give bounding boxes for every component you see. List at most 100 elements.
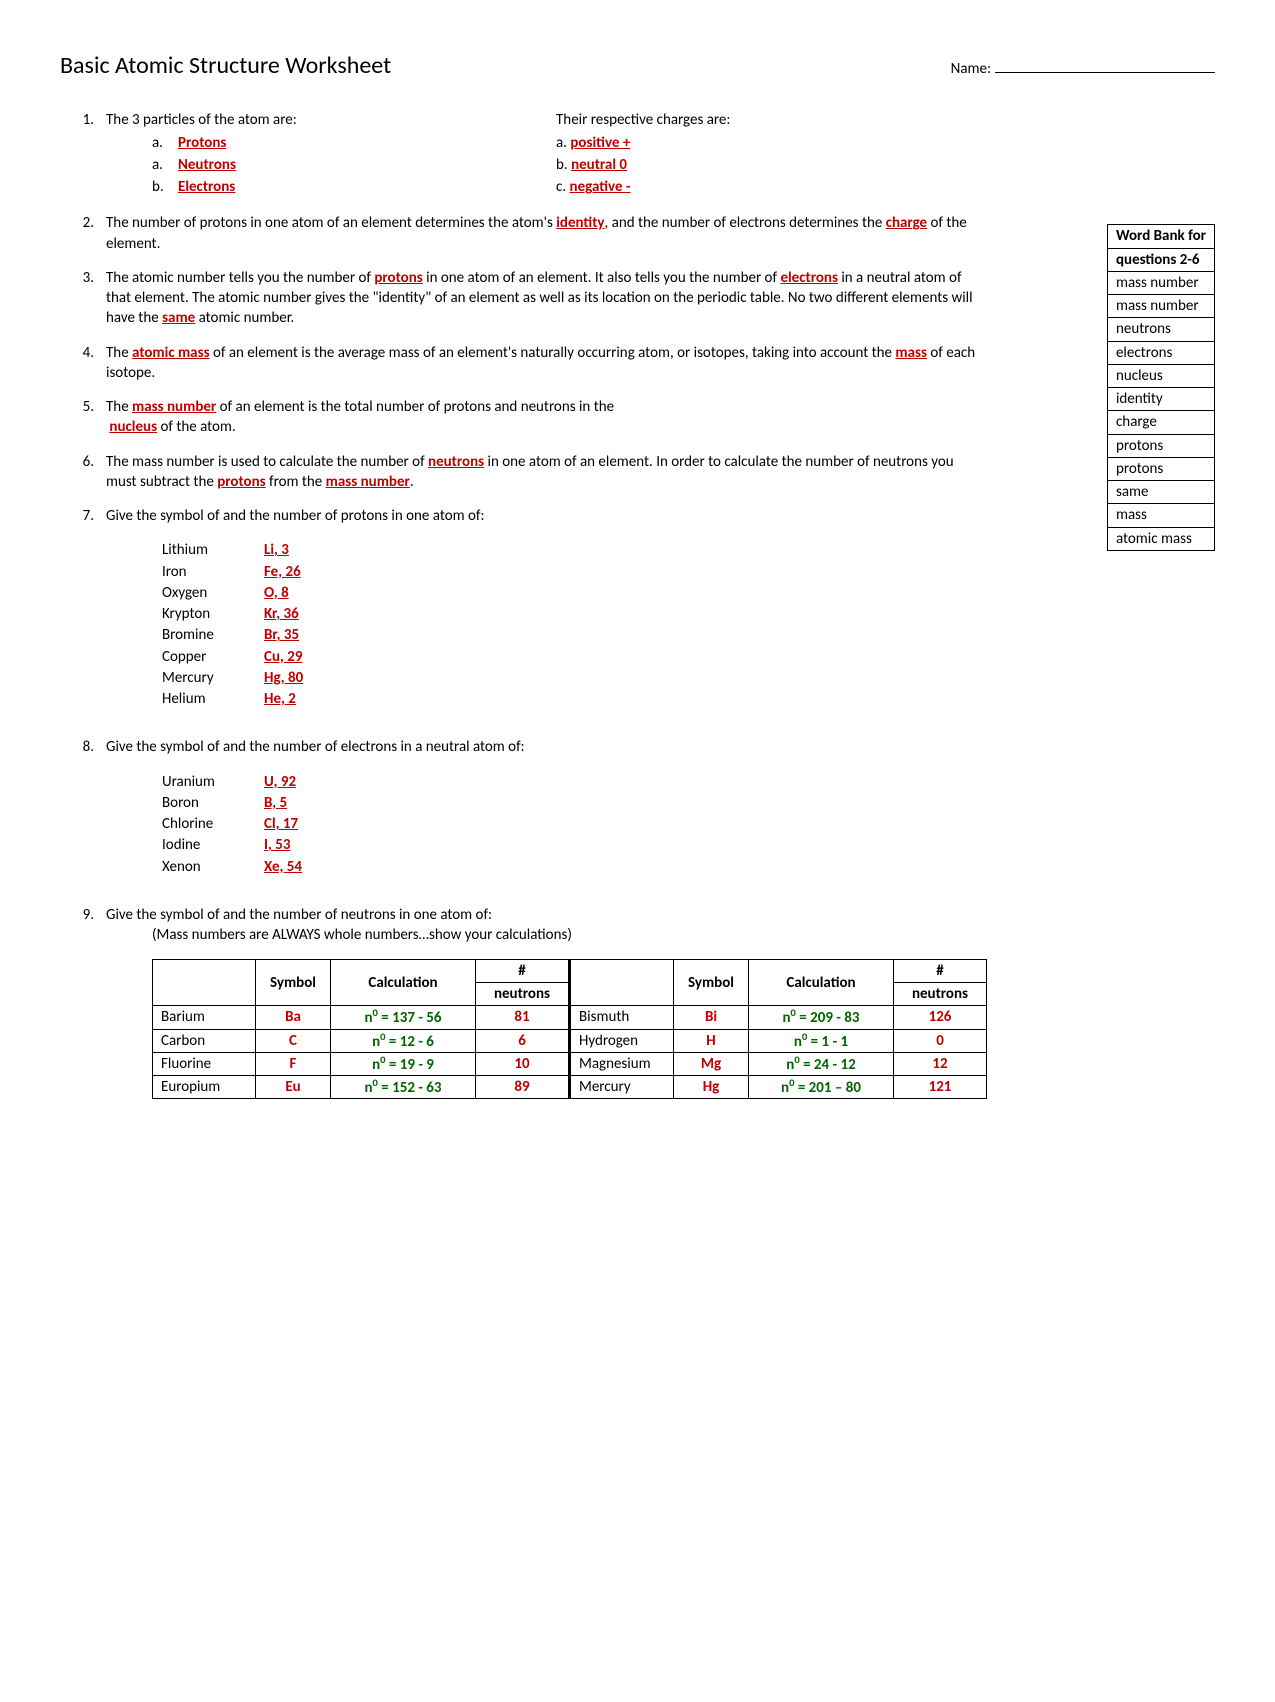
symbol-val: Hg: [703, 1078, 720, 1096]
word-bank-item: atomic mass: [1107, 527, 1214, 550]
calc-val: n0 = 12 - 6: [372, 1033, 434, 1051]
neutron-val: 10: [514, 1055, 529, 1073]
word-bank-header-1: Word Bank for: [1107, 225, 1214, 248]
name-field: Name:: [951, 59, 1215, 79]
calc-val: n0 = 24 - 12: [786, 1056, 855, 1074]
question-4: 4. The atomic mass of an element is the …: [60, 343, 1215, 384]
answer-blank: Li, 3: [264, 541, 289, 559]
answer-blank: nucleus: [109, 418, 157, 436]
answer-blank: mass number: [132, 398, 216, 416]
element-row: UraniumU, 92: [162, 772, 1215, 792]
answer-blank: He, 2: [264, 690, 296, 708]
table-row: FluorineFn0 = 19 - 910MagnesiumMgn0 = 24…: [153, 1052, 987, 1075]
table-row: BariumBan0 = 137 - 5681BismuthBin0 = 209…: [153, 1006, 987, 1029]
element-row: KryptonKr, 36: [162, 604, 1215, 624]
element-name: Uranium: [162, 772, 264, 792]
worksheet-title: Basic Atomic Structure Worksheet: [60, 50, 391, 82]
element-row: ChlorineCl, 17: [162, 814, 1215, 834]
neutron-val: 81: [514, 1008, 529, 1026]
element-row: BromineBr, 35: [162, 625, 1215, 645]
answer-blank: charge: [886, 214, 927, 232]
word-bank-item: mass number: [1107, 295, 1214, 318]
answer-blank: protons: [217, 473, 265, 491]
symbol-val: F: [290, 1055, 297, 1073]
element-name: Iodine: [162, 835, 264, 855]
element-row: LithiumLi, 3: [162, 540, 1215, 560]
neutron-val: 6: [518, 1032, 526, 1050]
question-8: 8. Give the symbol of and the number of …: [60, 737, 1215, 891]
question-6: 6. The mass number is used to calculate …: [60, 452, 1215, 493]
symbol-val: Bi: [705, 1008, 717, 1026]
answer-blank: Electrons: [178, 178, 235, 196]
calc-val: n0 = 201 – 80: [781, 1079, 861, 1097]
question-3: 3. The atomic number tells you the numbe…: [60, 268, 1215, 329]
element-name: Iron: [162, 562, 264, 582]
calc-val: n0 = 1 - 1: [794, 1033, 848, 1051]
element-name: Copper: [162, 647, 264, 667]
element-row: IronFe, 26: [162, 562, 1215, 582]
answer-blank: mass: [895, 344, 927, 362]
answer-blank: electrons: [780, 269, 838, 287]
neutron-val: 126: [929, 1008, 952, 1026]
word-bank-item: protons: [1107, 434, 1214, 457]
word-bank-item: electrons: [1107, 341, 1214, 364]
sub-item: c. negative -: [556, 177, 1006, 197]
element-name: Lithium: [162, 540, 264, 560]
answer-blank: Br, 35: [264, 626, 299, 644]
q9-note: (Mass numbers are ALWAYS whole numbers…s…: [106, 925, 1215, 945]
name-blank-line[interactable]: [995, 72, 1215, 73]
symbol-val: C: [289, 1032, 297, 1050]
calc-val: n0 = 19 - 9: [372, 1056, 434, 1074]
sub-item: a.Protons: [152, 133, 556, 153]
element-row: CopperCu, 29: [162, 647, 1215, 667]
sub-item: b.Electrons: [152, 177, 556, 197]
answer-blank: B, 5: [264, 794, 287, 812]
word-bank-item: mass number: [1107, 271, 1214, 294]
neutron-val: 12: [932, 1055, 947, 1073]
element-name: Oxygen: [162, 583, 264, 603]
answer-blank: Fe, 26: [264, 563, 301, 581]
q9-prompt: Give the symbol of and the number of neu…: [106, 906, 492, 924]
neutron-val: 0: [936, 1032, 944, 1050]
element-name: Bromine: [162, 625, 264, 645]
element-row: OxygenO, 8: [162, 583, 1215, 603]
question-7: 7. Give the symbol of and the number of …: [60, 506, 1215, 723]
element-name: Xenon: [162, 857, 264, 877]
answer-blank: Neutrons: [178, 156, 236, 174]
element-row: BoronB, 5: [162, 793, 1215, 813]
neutrons-table: Symbol Calculation # Symbol Calculation …: [152, 959, 987, 1099]
word-bank-item: mass: [1107, 504, 1214, 527]
element-name: Chlorine: [162, 814, 264, 834]
element-row: XenonXe, 54: [162, 857, 1215, 877]
answer-blank: O, 8: [264, 584, 289, 602]
question-9: 9. Give the symbol of and the number of …: [60, 905, 1215, 1100]
answer-blank: neutral 0: [571, 156, 627, 174]
answer-blank: negative -: [570, 178, 631, 196]
answer-blank: Hg, 80: [264, 669, 303, 687]
word-bank-header-2: questions 2-6: [1107, 248, 1214, 271]
page-header: Basic Atomic Structure Worksheet Name:: [60, 50, 1215, 82]
word-bank-item: nucleus: [1107, 364, 1214, 387]
neutron-val: 121: [929, 1078, 952, 1096]
answer-blank: positive +: [570, 134, 630, 152]
word-bank-item: neutrons: [1107, 318, 1214, 341]
q8-prompt: Give the symbol of and the number of ele…: [106, 738, 525, 756]
answer-blank: Xe, 54: [264, 858, 302, 876]
symbol-val: Mg: [701, 1055, 721, 1073]
q1-left-prompt: The 3 particles of the atom are:: [106, 111, 297, 129]
symbol-val: H: [706, 1032, 715, 1050]
word-bank-item: identity: [1107, 388, 1214, 411]
sub-item: a. positive +: [556, 133, 1006, 153]
sub-item: b. neutral 0: [556, 155, 1006, 175]
question-5: 5. The mass number of an element is the …: [60, 397, 1215, 438]
answer-blank: U, 92: [264, 773, 296, 791]
question-2: 2. The number of protons in one atom of …: [60, 213, 1215, 254]
calc-val: n0 = 209 - 83: [782, 1009, 859, 1027]
answer-blank: same: [162, 309, 195, 327]
answer-blank: neutrons: [428, 453, 484, 471]
answer-blank: I, 53: [264, 836, 290, 854]
answer-blank: mass number: [326, 473, 410, 491]
answer-blank: Cu, 29: [264, 648, 302, 666]
neutron-val: 89: [514, 1078, 529, 1096]
answer-blank: atomic mass: [132, 344, 210, 362]
